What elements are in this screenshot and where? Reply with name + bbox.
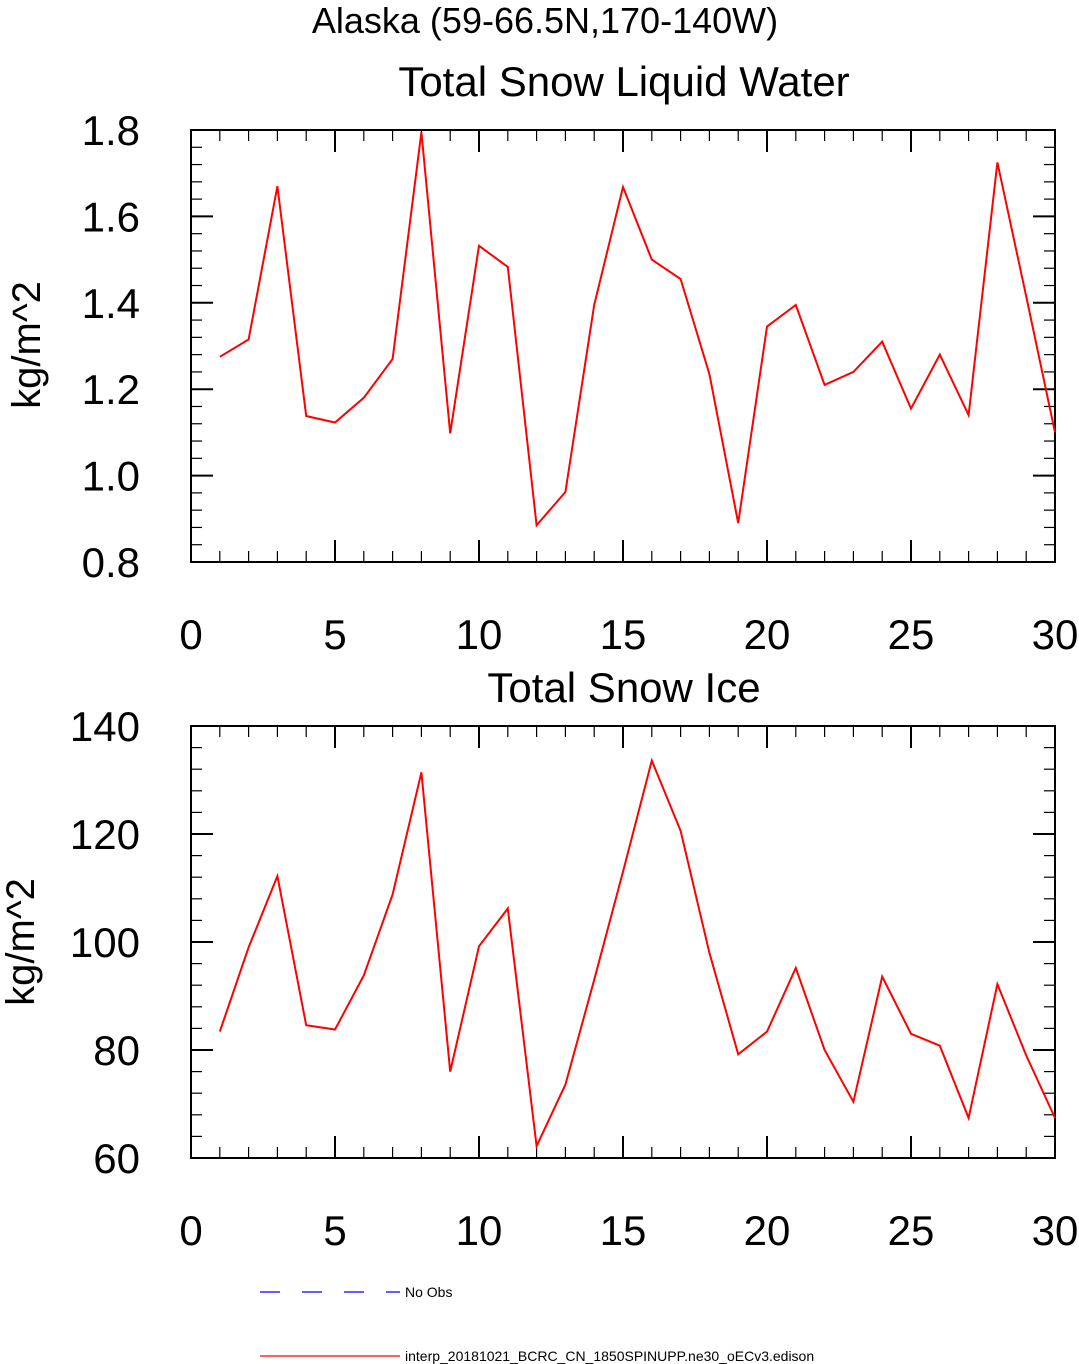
panel-snow-liquid-water: Total Snow Liquid Water kg/m^2 0 5 10 15 20 2… <box>5 58 1078 658</box>
x-tick-label: 15 <box>600 1207 647 1254</box>
x-tick-label: 20 <box>744 1207 791 1254</box>
y-tick-label: 60 <box>93 1135 140 1182</box>
y-axis-label: kg/m^2 <box>0 878 43 1006</box>
x-tick-label: 0 <box>179 611 202 658</box>
y-tick-label: 0.8 <box>82 539 140 586</box>
x-tick-label: 5 <box>323 611 346 658</box>
plot-frame <box>190 725 1056 1159</box>
y-tick-label: 100 <box>70 919 140 966</box>
legend-obs-label: No Obs <box>405 1284 452 1300</box>
legend: No Obs interp_20181021_BCRC_CN_1850SPINU… <box>260 1284 814 1364</box>
axis-ticks: 0 5 10 15 20 25 30 0.8 1.0 1.2 1.4 1.6 1.8 <box>82 107 1079 658</box>
series-lines <box>218 757 1056 1150</box>
y-tick-label: 80 <box>93 1027 140 1074</box>
legend-model-label: interp_20181021_BCRC_CN_1850SPINUPP.ne30… <box>405 1348 814 1364</box>
x-tick-label: 5 <box>323 1207 346 1254</box>
plot-frame <box>190 129 1056 563</box>
y-tick-label: 1.6 <box>82 193 140 240</box>
series-lines <box>219 132 1056 528</box>
y-axis-label: kg/m^2 <box>5 281 49 409</box>
x-tick-label: 25 <box>888 1207 935 1254</box>
x-tick-label: 15 <box>600 611 647 658</box>
y-tick-label: 1.2 <box>82 366 140 413</box>
chart-title: Total Snow Liquid Water <box>398 58 849 105</box>
x-tick-label: 10 <box>456 611 503 658</box>
y-tick-label: 1.0 <box>82 453 140 500</box>
x-tick-label: 30 <box>1032 611 1079 658</box>
series-line <box>218 757 1056 1150</box>
y-tick-label: 1.4 <box>82 280 140 327</box>
series-line <box>219 132 1056 528</box>
chart-title: Total Snow Ice <box>487 664 760 711</box>
y-tick-label: 120 <box>70 811 140 858</box>
x-tick-label: 20 <box>744 611 791 658</box>
x-tick-label: 10 <box>456 1207 503 1254</box>
y-tick-label: 1.8 <box>82 107 140 154</box>
axis-ticks: 0 5 10 15 20 25 30 60 80 100 120 140 <box>70 703 1078 1254</box>
x-tick-label: 25 <box>888 611 935 658</box>
x-tick-label: 0 <box>179 1207 202 1254</box>
panel-snow-ice: Total Snow Ice kg/m^2 0 5 10 15 20 25 30 60 80 10… <box>0 664 1078 1254</box>
y-tick-label: 140 <box>70 703 140 750</box>
x-tick-label: 30 <box>1032 1207 1079 1254</box>
figure-suptitle: Alaska (59-66.5N,170-140W) <box>312 0 778 41</box>
